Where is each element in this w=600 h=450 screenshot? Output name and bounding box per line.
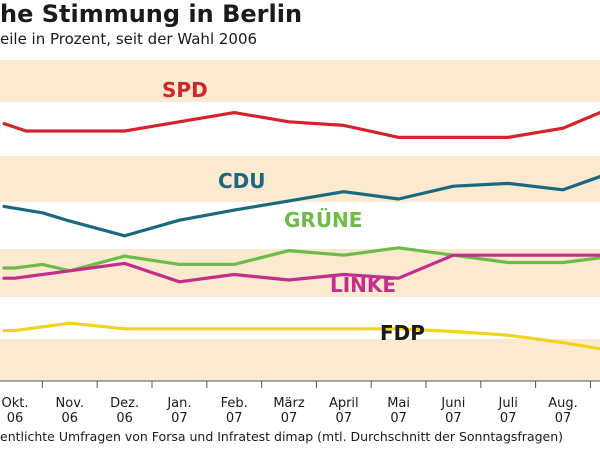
x-tick-label: 06 <box>62 411 79 426</box>
x-tick-label: 07 <box>500 411 517 426</box>
grid-band-1 <box>0 60 600 102</box>
x-tick-label: 07 <box>336 411 353 426</box>
x-tick-label: 07 <box>226 411 243 426</box>
x-tick-label: 06 <box>116 411 133 426</box>
x-tick-label: 07 <box>171 411 188 426</box>
series-label-cdu: CDU <box>218 169 266 193</box>
x-tick-label: 07 <box>555 411 572 426</box>
series-line-linke <box>2 253 600 284</box>
series-label-fdp: FDP <box>380 321 425 345</box>
x-tick-label: Aug. <box>548 396 578 411</box>
series-line-fdp <box>2 321 600 351</box>
chart-footnote: entlichte Umfragen von Forsa und Infrate… <box>0 429 564 444</box>
x-tick-label: 07 <box>281 411 298 426</box>
x-tick-label: Feb. <box>221 396 248 411</box>
x-tick-label: 06 <box>7 411 24 426</box>
x-tick-label: März <box>273 396 305 411</box>
x-tick-label: Juli <box>498 396 518 411</box>
chart-title: he Stimmung in Berlin <box>0 0 303 28</box>
x-tick-label: 07 <box>390 411 407 426</box>
x-tick-label: April <box>329 396 359 411</box>
grid-band-4 <box>0 339 600 381</box>
x-tick-label: Nov. <box>56 396 85 411</box>
series-line-cdu <box>2 174 600 238</box>
series-lines <box>2 110 600 351</box>
series-label-spd: SPD <box>162 78 208 102</box>
series-label-linke: LINKE <box>330 273 396 297</box>
x-tick-label: Dez. <box>110 396 139 411</box>
grid-band-2 <box>0 156 600 202</box>
series-label-grüne: GRÜNE <box>284 208 362 232</box>
x-tick-label: Okt. <box>2 396 29 411</box>
x-tick-label: Jan. <box>166 396 191 411</box>
series-labels: SPD CDU GRÜNE LINKE FDP <box>162 78 425 345</box>
series-line-spd <box>2 110 600 139</box>
x-axis-ticks: Okt.06Nov.06Dez.06Jan.07Feb.07März07Apri… <box>2 381 591 426</box>
x-tick-label: 07 <box>445 411 462 426</box>
x-tick-label: Mai <box>387 396 410 411</box>
x-tick-label: Juni <box>440 396 465 411</box>
grid-bands <box>0 60 600 381</box>
chart-subtitle: eile in Prozent, seit der Wahl 2006 <box>0 30 258 48</box>
series-line-grüne <box>2 246 600 273</box>
grid-band-3 <box>0 249 600 297</box>
